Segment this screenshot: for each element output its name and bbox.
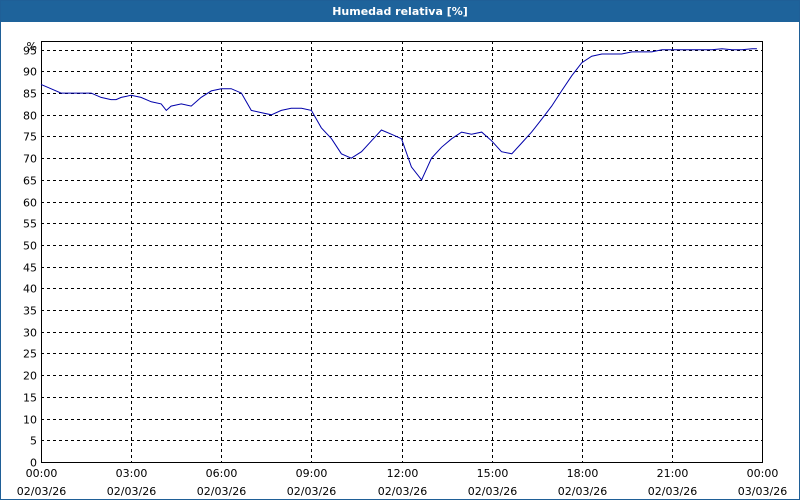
y-tick-label: 10 [23, 414, 37, 427]
x-tick-label-time: 09:00 [296, 467, 328, 480]
y-tick-label: 25 [23, 348, 37, 361]
x-tick-label-time: 03:00 [116, 467, 148, 480]
y-tick-label: 45 [23, 262, 37, 275]
x-tick-label-date: 02/03/26 [107, 485, 156, 498]
x-tick-label-time: 12:00 [387, 467, 419, 480]
x-tick-label-date: 03/03/26 [738, 485, 787, 498]
chart-title: Humedad relativa [%] [1, 1, 799, 22]
x-tick-label-date: 02/03/26 [197, 485, 246, 498]
plot-area [41, 41, 762, 462]
y-tick-label: 95 [23, 45, 37, 58]
x-tick-label-date: 02/03/26 [17, 485, 66, 498]
humidity-series-line [40, 48, 757, 181]
x-tick-label-time: 15:00 [477, 467, 509, 480]
y-tick-label: 20 [23, 370, 37, 383]
y-tick-label: 50 [23, 240, 37, 253]
x-tick-label-date: 02/03/26 [287, 485, 336, 498]
y-tick-label: 60 [23, 197, 37, 210]
y-tick-label: 30 [23, 327, 37, 340]
x-tick-label-date: 02/03/26 [558, 485, 607, 498]
y-tick-label: 15 [23, 392, 37, 405]
x-tick-label-time: 18:00 [567, 467, 599, 480]
x-tick-label-time: 00:00 [747, 467, 779, 480]
plot-border [41, 41, 763, 463]
x-tick-label-time: 21:00 [657, 467, 689, 480]
y-tick-label: 75 [23, 131, 37, 144]
y-axis-label: % [27, 40, 37, 53]
y-tick-label: 55 [23, 218, 37, 231]
y-tick-label: 5 [30, 435, 37, 448]
x-tick-label-time: 06:00 [206, 467, 238, 480]
y-tick-label: 85 [23, 88, 37, 101]
x-tick-label-date: 02/03/26 [468, 485, 517, 498]
y-tick-label: 80 [23, 110, 37, 123]
y-tick-label: 65 [23, 175, 37, 188]
x-tick-label-date: 02/03/26 [648, 485, 697, 498]
y-tick-label: 90 [23, 66, 37, 79]
x-tick-label-date: 02/03/26 [378, 485, 427, 498]
y-tick-label: 0 [30, 457, 37, 470]
y-tick-label: 70 [23, 153, 37, 166]
x-tick-label-time: 00:00 [26, 467, 58, 480]
y-tick-label: 40 [23, 283, 37, 296]
y-tick-label: 35 [23, 305, 37, 318]
